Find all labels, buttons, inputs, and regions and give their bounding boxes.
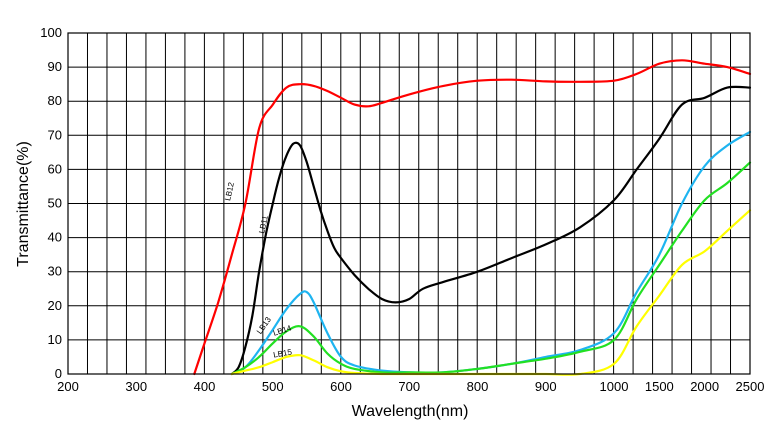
y-tick-label: 40 [48, 230, 62, 245]
y-tick-label: 30 [48, 264, 62, 279]
y-tick-label: 0 [55, 366, 62, 381]
grid [68, 33, 750, 374]
x-tick-label: 1500 [645, 379, 674, 394]
x-tick-label: 1000 [600, 379, 629, 394]
series-label-lb11: LB11 [257, 214, 270, 234]
x-tick-label: 600 [330, 379, 352, 394]
y-tick-label: 80 [48, 93, 62, 108]
y-tick-label: 20 [48, 298, 62, 313]
series-line-lb14 [230, 161, 752, 376]
y-tick-label: 10 [48, 332, 62, 347]
y-tick-label: 50 [48, 196, 62, 211]
x-tick-label: 2500 [736, 379, 765, 394]
y-tick-label: 90 [48, 59, 62, 74]
y-tick-labels: 0 10 20 30 40 50 60 70 80 90 100 [40, 25, 62, 381]
plot-frame [67, 32, 751, 375]
x-axis-title: Wavelength(nm) [352, 403, 469, 420]
series-label-lb15: LB15 [273, 347, 294, 359]
x-tick-label: 2000 [690, 379, 719, 394]
series-label-lb12: LB12 [223, 181, 236, 202]
x-tick-label: 900 [535, 379, 557, 394]
plot-border [67, 32, 751, 375]
x-tick-label: 400 [194, 379, 216, 394]
x-tick-label: 300 [125, 379, 147, 394]
x-tick-label: 800 [467, 379, 489, 394]
x-tick-label: 200 [57, 379, 79, 394]
y-tick-label: 70 [48, 127, 62, 142]
x-tick-labels: 200 300 400 500 600 700 800 900 1000 1500 2000 2500 [57, 379, 764, 394]
y-axis-title: Transmittance(%) [15, 141, 32, 267]
series-line-lb12 [193, 59, 752, 376]
y-tick-label: 60 [48, 161, 62, 176]
series-line-lb11 [230, 85, 752, 376]
x-tick-label: 500 [262, 379, 284, 394]
y-tick-label: 100 [40, 25, 62, 40]
x-tick-label: 700 [398, 379, 420, 394]
